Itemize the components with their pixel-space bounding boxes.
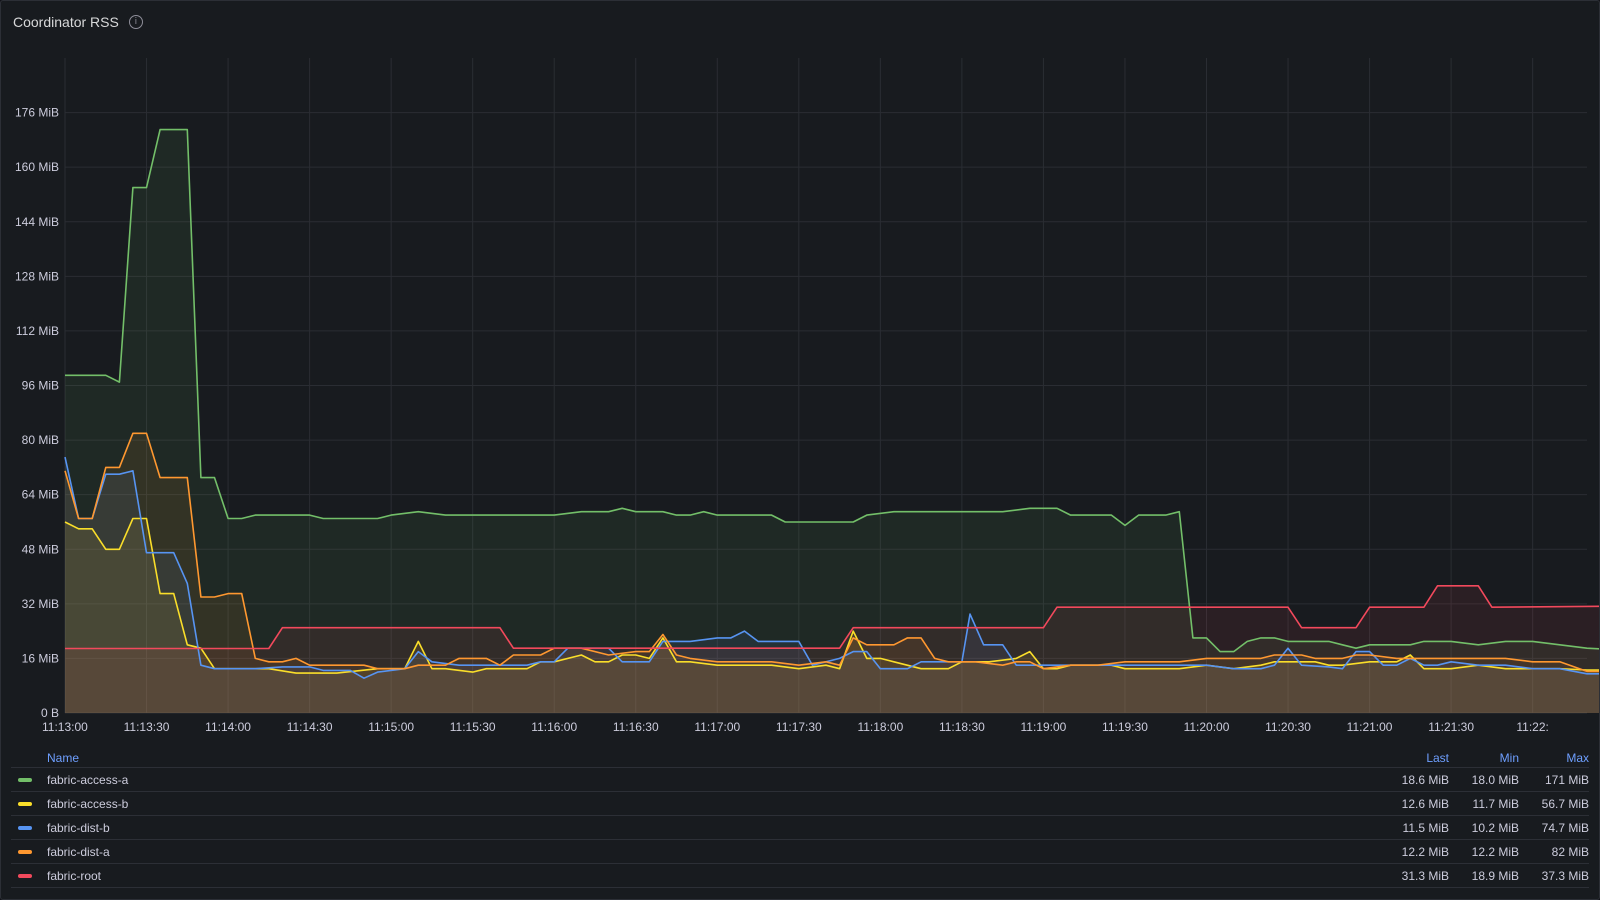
x-tick-label: 11:18:30	[939, 720, 985, 734]
legend-max-value: 171 MiB	[1544, 772, 1589, 787]
series-area-fabric-root	[65, 585, 1599, 713]
info-icon[interactable]: i	[128, 15, 143, 29]
x-tick-label: 11:22:	[1516, 720, 1548, 734]
x-tick-label: 11:13:30	[124, 720, 170, 734]
series-color-swatch	[18, 825, 32, 830]
legend-min-value: 10.2 MiB	[1471, 820, 1519, 835]
legend-series-name[interactable]: fabric-dist-b	[11, 821, 1369, 835]
legend-max-value: 37.3 MiB	[1541, 868, 1589, 883]
x-tick-label: 11:17:00	[694, 720, 740, 734]
series-color-swatch	[18, 873, 32, 878]
chart-area[interactable]: 0 B 16 MiB 32 MiB 48 MiB 64 MiB 80 MiB 96 MiB 1…	[1, 41, 1599, 751]
legend-row[interactable]: fabric-root 31.3 MiB 18.9 MiB 37.3 MiB	[11, 864, 1589, 888]
legend-last-value: 12.6 MiB	[1401, 796, 1449, 811]
series-line-fabric-root	[65, 585, 1599, 650]
series-line-fabric-dist-a	[64, 432, 1599, 673]
legend-header-name[interactable]: Name	[47, 751, 80, 765]
legend-min-value: 18.0 MiB	[1471, 772, 1519, 787]
y-tick-label: 96 MiB	[22, 379, 59, 393]
series-area-fabric-access-b	[65, 518, 1599, 713]
x-tick-label: 11:17:30	[776, 720, 822, 734]
y-tick-label: 64 MiB	[22, 488, 59, 502]
x-tick-label: 11:15:00	[368, 720, 414, 734]
series-color-swatch	[18, 801, 32, 806]
series-line-fabric-access-b	[64, 517, 1599, 674]
legend-min-value: 12.2 MiB	[1471, 844, 1519, 859]
series-color-swatch	[18, 777, 32, 782]
legend-series-label: fabric-dist-a	[47, 844, 110, 859]
x-tick-label: 11:15:30	[450, 720, 496, 734]
x-tick-label: 11:16:00	[531, 720, 577, 734]
legend-series-name[interactable]: fabric-access-b	[11, 797, 1369, 811]
legend-max-value: 56.7 MiB	[1541, 796, 1589, 811]
x-tick-label: 11:14:30	[287, 720, 333, 734]
legend-row[interactable]: fabric-dist-a 12.2 MiB 12.2 MiB 82 MiB	[11, 840, 1589, 864]
y-tick-label: 0 B	[41, 706, 59, 720]
legend-row[interactable]: fabric-access-a 18.6 MiB 18.0 MiB 171 MiB	[11, 768, 1589, 792]
x-tick-label: 11:18:00	[857, 720, 903, 734]
y-tick-label: 80 MiB	[22, 433, 59, 447]
x-tick-label: 11:13:00	[42, 720, 88, 734]
legend-series-name[interactable]: fabric-access-a	[11, 773, 1369, 787]
x-tick-label: 11:20:00	[1184, 720, 1230, 734]
panel-title: Coordinator RSS	[13, 14, 119, 30]
legend-max-value: 82 MiB	[1551, 844, 1589, 859]
legend-last-value: 31.3 MiB	[1401, 868, 1449, 883]
legend-min-value: 11.7 MiB	[1472, 796, 1519, 811]
y-tick-label: 32 MiB	[22, 597, 59, 611]
y-tick-label: 144 MiB	[15, 215, 59, 229]
legend-header-max[interactable]: Max	[1566, 751, 1589, 765]
legend-series-label: fabric-access-b	[47, 796, 129, 811]
y-tick-label: 16 MiB	[22, 651, 59, 665]
series-area-fabric-access-a	[65, 129, 1599, 713]
x-tick-label: 11:21:30	[1428, 720, 1474, 734]
y-tick-label: 160 MiB	[15, 160, 59, 174]
legend-row[interactable]: fabric-dist-b 11.5 MiB 10.2 MiB 74.7 MiB	[11, 816, 1589, 840]
series-area-fabric-dist-a	[65, 433, 1599, 713]
legend-series-label: fabric-access-a	[47, 772, 129, 787]
legend-header-min[interactable]: Min	[1499, 751, 1519, 765]
legend-series-label: fabric-root	[47, 868, 102, 883]
x-tick-label: 11:19:00	[1021, 720, 1067, 734]
y-tick-label: 176 MiB	[15, 106, 59, 120]
x-tick-label: 11:16:30	[613, 720, 659, 734]
legend-last-value: 18.6 MiB	[1401, 772, 1449, 787]
panel-header: Coordinator RSS i	[13, 12, 143, 32]
series-area-fabric-dist-b	[65, 457, 1599, 713]
series-line-fabric-dist-b	[64, 456, 1599, 679]
series-color-swatch	[18, 849, 32, 854]
y-tick-label: 112 MiB	[16, 324, 59, 338]
x-tick-label: 11:21:00	[1347, 720, 1393, 734]
legend-header: Name Last Min Max	[11, 749, 1589, 768]
x-tick-label: 11:20:30	[1265, 720, 1311, 734]
legend-series-name[interactable]: fabric-dist-a	[11, 845, 1369, 859]
legend-header-last[interactable]: Last	[1426, 751, 1449, 765]
legend-last-value: 11.5 MiB	[1402, 820, 1449, 835]
legend-row[interactable]: fabric-access-b 12.6 MiB 11.7 MiB 56.7 MiB	[11, 792, 1589, 816]
x-tick-label: 11:14:00	[205, 720, 251, 734]
y-tick-label: 48 MiB	[22, 542, 59, 556]
legend-min-value: 18.9 MiB	[1471, 868, 1519, 883]
legend-table: Name Last Min Max fabric-access-a 18.6 Mi…	[11, 749, 1589, 888]
y-tick-label: 128 MiB	[15, 269, 59, 283]
x-tick-label: 11:19:30	[1102, 720, 1148, 734]
legend-max-value: 74.7 MiB	[1541, 820, 1589, 835]
legend-series-label: fabric-dist-b	[47, 820, 110, 835]
legend-series-name[interactable]: fabric-root	[11, 869, 1369, 883]
series-line-fabric-access-a	[65, 128, 1599, 653]
legend-last-value: 12.2 MiB	[1401, 844, 1449, 859]
